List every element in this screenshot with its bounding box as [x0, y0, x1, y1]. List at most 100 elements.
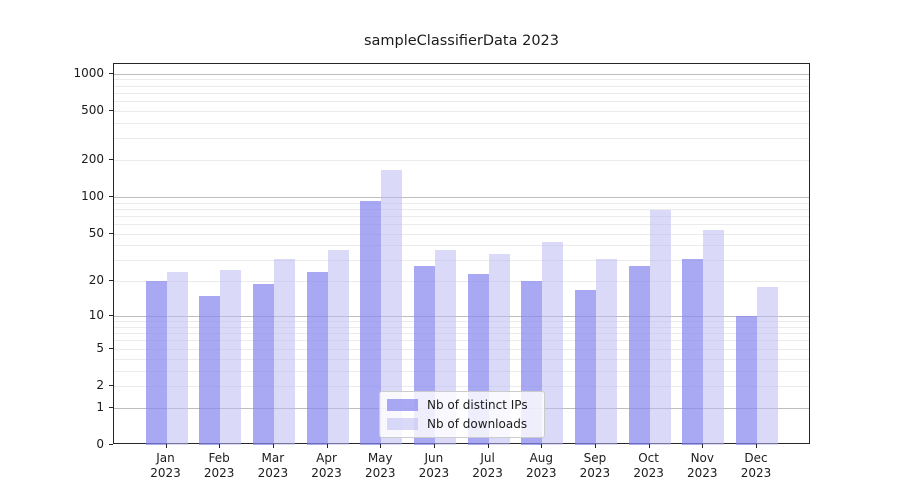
legend-swatch — [387, 418, 418, 431]
plot-area — [113, 63, 810, 445]
x-tick-mark — [380, 444, 382, 448]
y-tick-label: 50 — [88, 225, 104, 240]
gridline-minor — [114, 79, 809, 81]
x-tick-label: Mar 2023 — [257, 451, 289, 480]
x-tick-label: Jul 2023 — [472, 451, 503, 480]
gridline-minor — [114, 358, 809, 360]
y-tick-mark — [109, 406, 113, 408]
y-tick-mark — [109, 72, 113, 74]
x-tick-label: May 2023 — [364, 451, 396, 480]
y-tick-mark — [109, 109, 113, 111]
x-tick-label: Apr 2023 — [311, 451, 342, 480]
gridline-minor — [114, 215, 809, 217]
gridline-minor — [114, 160, 809, 162]
bar-distinct-ips — [199, 296, 221, 445]
gridline-minor — [114, 110, 809, 112]
y-tick-mark — [109, 444, 113, 445]
bar-distinct-ips — [306, 272, 328, 445]
y-tick-mark — [109, 159, 113, 161]
gridline-minor — [114, 138, 809, 140]
bar-distinct-ips — [574, 289, 596, 445]
x-tick-mark — [219, 444, 221, 448]
y-tick-label: 5 — [96, 340, 104, 355]
gridline-major — [114, 316, 809, 318]
gridline-major — [114, 73, 809, 75]
x-tick-mark — [541, 444, 543, 448]
y-tick-mark — [109, 347, 113, 349]
x-tick-label: Nov 2023 — [687, 451, 718, 480]
gridline-minor — [114, 260, 809, 262]
bar-downloads — [649, 209, 671, 445]
y-tick-label: 2 — [96, 377, 104, 392]
y-tick-label: 0 — [96, 437, 104, 451]
y-tick-label: 20 — [88, 273, 104, 288]
legend-label: Nb of downloads — [427, 417, 528, 432]
gridline-minor — [114, 224, 809, 226]
bar-downloads — [273, 258, 295, 445]
gridline-minor — [114, 245, 809, 247]
gridline-minor — [114, 348, 809, 350]
gridline-minor — [114, 92, 809, 94]
bar-distinct-ips — [252, 284, 274, 445]
gridline-minor — [114, 281, 809, 283]
x-tick-mark — [702, 444, 704, 448]
y-tick-label: 100 — [81, 189, 104, 204]
x-tick-mark — [594, 444, 596, 448]
gridline-minor — [114, 233, 809, 235]
chart-title: sampleClassifierData 2023 — [363, 33, 560, 49]
x-tick-mark — [165, 444, 167, 448]
gridline-minor — [114, 101, 809, 103]
gridline-minor — [114, 370, 809, 372]
legend-label: Nb of distinct IPs — [427, 397, 528, 412]
y-tick-mark — [109, 315, 113, 317]
y-tick-label: 10 — [88, 308, 104, 323]
x-tick-label: Jan 2023 — [150, 451, 181, 480]
bar-downloads — [542, 241, 564, 445]
legend-swatch — [387, 398, 418, 411]
bar-downloads — [220, 269, 242, 445]
y-tick-mark — [109, 384, 113, 386]
x-tick-mark — [326, 444, 328, 448]
x-tick-label: Feb 2023 — [203, 451, 235, 480]
y-tick-label: 200 — [81, 152, 104, 167]
x-tick-label: Oct 2023 — [633, 451, 664, 480]
x-tick-mark — [755, 444, 757, 448]
gridline-minor — [114, 85, 809, 87]
gridline-minor — [114, 122, 809, 124]
x-tick-mark — [272, 444, 274, 448]
gridline-minor — [114, 333, 809, 335]
bar-downloads — [381, 170, 403, 445]
y-tick-label: 1 — [96, 399, 104, 414]
y-tick-label: 500 — [81, 102, 104, 117]
x-tick-mark — [433, 444, 435, 448]
bar-distinct-ips — [360, 201, 382, 445]
y-tick-label: 1000 — [73, 65, 104, 80]
x-tick-mark — [487, 444, 489, 448]
y-tick-mark — [109, 232, 113, 234]
gridline-minor — [114, 326, 809, 328]
legend: Nb of distinct IPs Nb of downloads — [379, 391, 545, 438]
legend-item-distinct-ips: Nb of distinct IPs — [387, 398, 537, 412]
x-tick-label: Dec 2023 — [740, 451, 772, 480]
gridline-minor — [114, 202, 809, 204]
x-tick-label: Sep 2023 — [579, 451, 611, 480]
gridline-minor — [114, 340, 809, 342]
legend-item-downloads: Nb of downloads — [387, 417, 537, 431]
bar-distinct-ips — [145, 281, 167, 445]
y-tick-mark — [109, 196, 113, 198]
bar-downloads — [166, 272, 188, 445]
gridline-minor — [114, 385, 809, 387]
x-tick-label: Aug 2023 — [525, 451, 557, 480]
bar-downloads — [703, 229, 725, 445]
bar-downloads — [595, 258, 617, 445]
bar-downloads — [756, 286, 778, 445]
x-tick-label: Jun 2023 — [418, 451, 450, 480]
gridline-minor — [114, 208, 809, 210]
bar-distinct-ips — [682, 258, 704, 445]
bar-distinct-ips — [735, 316, 757, 445]
bar-distinct-ips — [628, 265, 650, 445]
gridline-major — [114, 197, 809, 199]
y-tick-mark — [109, 280, 113, 282]
gridline-minor — [114, 321, 809, 323]
